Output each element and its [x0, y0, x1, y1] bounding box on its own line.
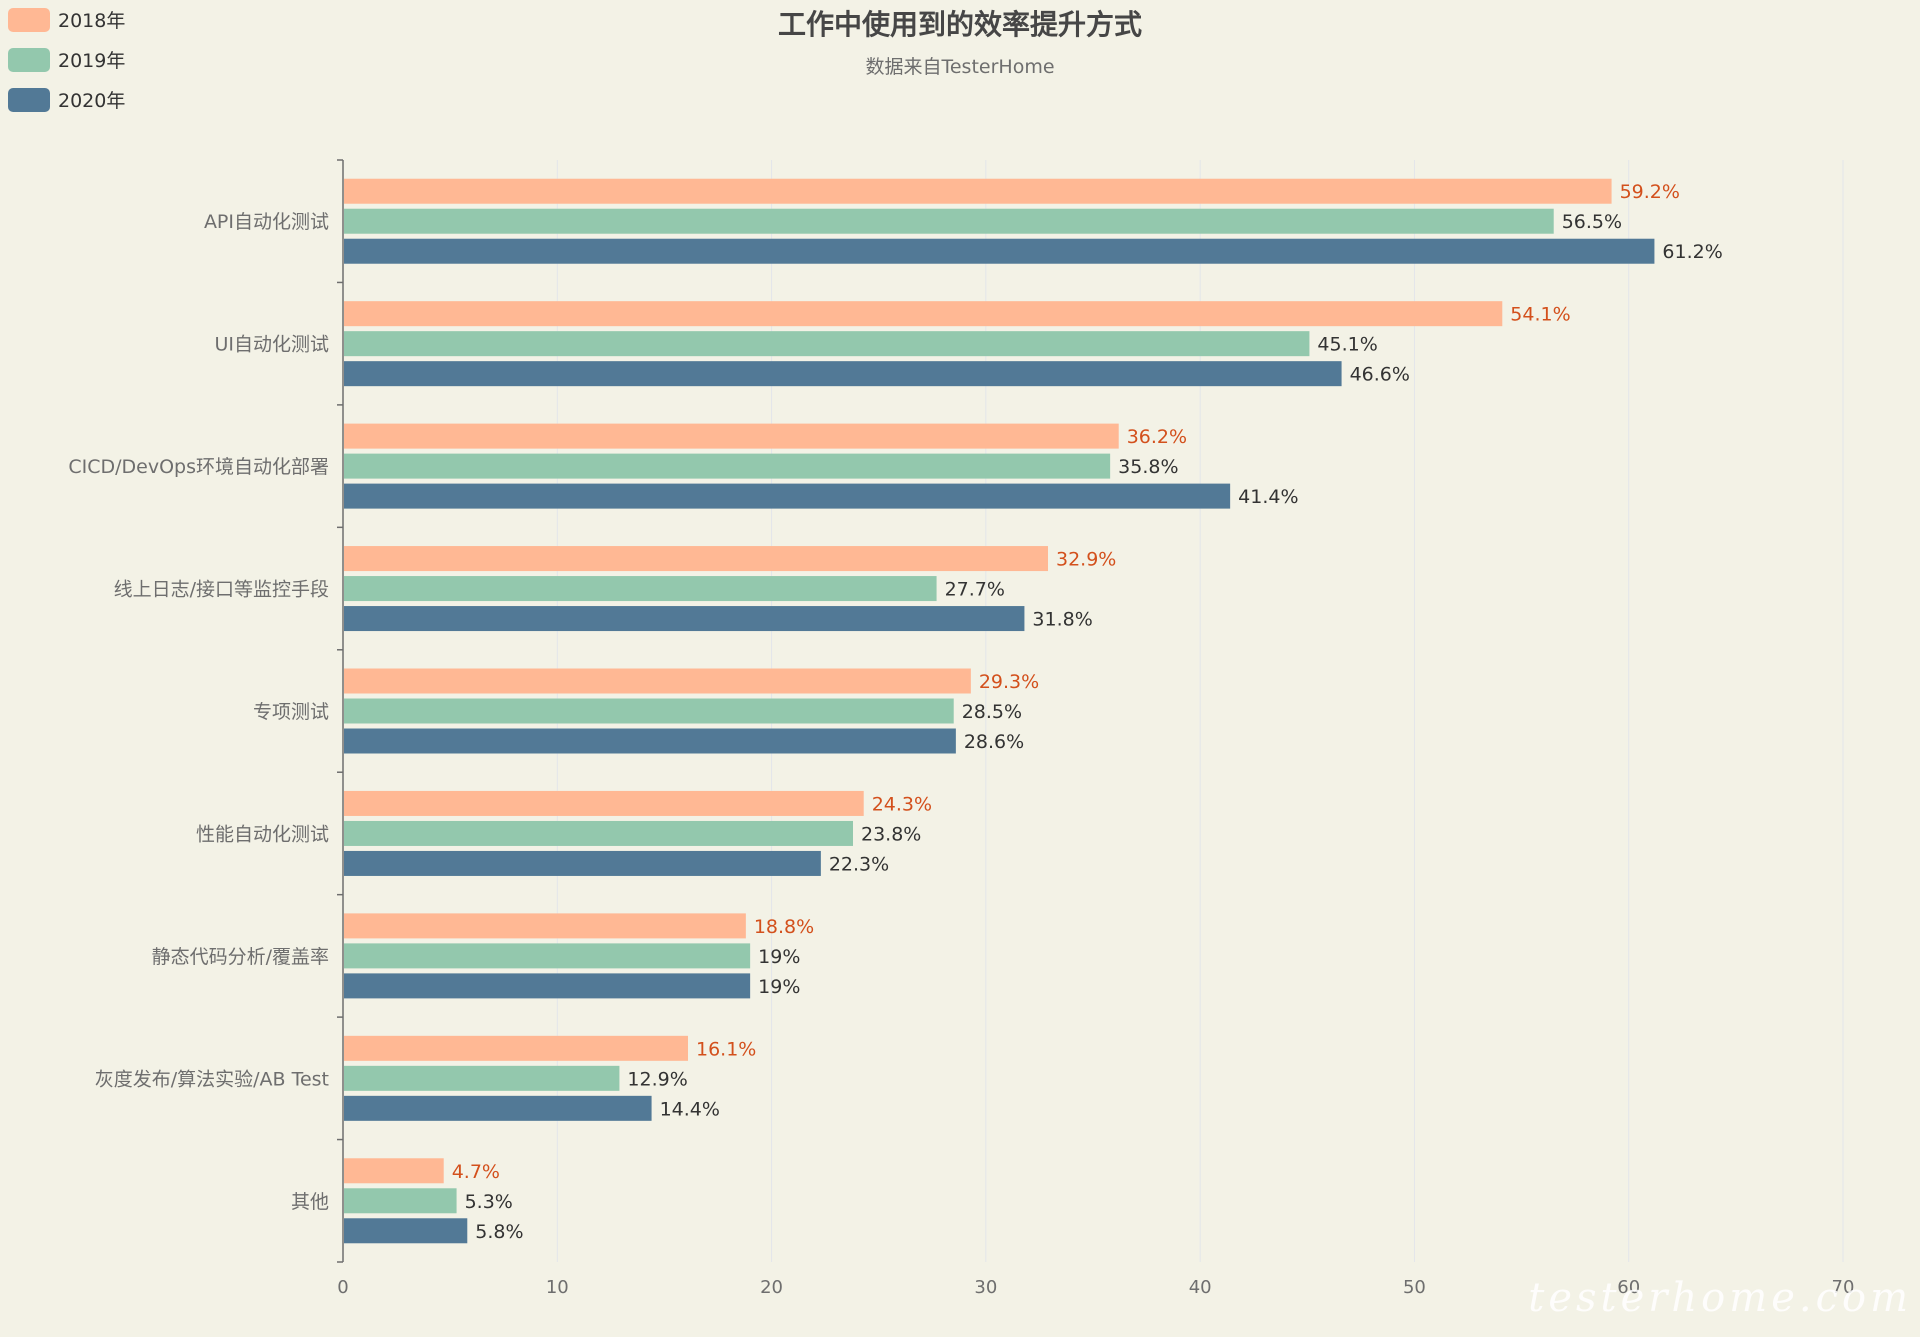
bar-7-1	[344, 913, 746, 939]
bar-3-1	[344, 423, 1119, 449]
value-label-3-2: 35.8%	[1118, 456, 1178, 478]
legend-swatch-1	[8, 8, 50, 32]
bar-4-2	[344, 576, 937, 602]
bar-2-1	[344, 301, 1503, 327]
bar-9-3	[344, 1218, 468, 1244]
category-label-8: 灰度发布/算法实验/AB Test	[95, 1068, 329, 1090]
value-label-5-3: 28.6%	[964, 731, 1024, 753]
category-label-7: 静态代码分析/覆盖率	[152, 946, 329, 968]
value-label-2-3: 46.6%	[1350, 364, 1410, 386]
bar-1-2	[344, 208, 1554, 234]
chart-title: 工作中使用到的效率提升方式	[778, 8, 1142, 41]
legend-swatch-3	[8, 88, 50, 112]
bar-5-1	[344, 668, 971, 694]
value-label-7-1: 18.8%	[754, 916, 814, 938]
chart-subtitle: 数据来自TesterHome	[865, 56, 1054, 78]
bar-5-2	[344, 698, 954, 724]
value-label-6-2: 23.8%	[861, 823, 921, 845]
category-label-1: API自动化测试	[204, 211, 329, 233]
bar-9-1	[344, 1158, 444, 1184]
category-label-4: 线上日志/接口等监控手段	[114, 579, 329, 601]
value-label-9-1: 4.7%	[452, 1161, 500, 1183]
bar-3-3	[344, 483, 1231, 509]
value-label-1-1: 59.2%	[1620, 181, 1680, 203]
category-label-9: 其他	[291, 1191, 329, 1213]
category-label-3: CICD/DevOps环境自动化部署	[68, 456, 329, 478]
bar-4-3	[344, 606, 1025, 632]
value-label-8-3: 14.4%	[660, 1098, 720, 1120]
category-label-5: 专项测试	[253, 701, 329, 723]
bar-6-1	[344, 790, 864, 816]
bar-1-3	[344, 238, 1655, 264]
value-label-6-3: 22.3%	[829, 853, 889, 875]
bar-5-3	[344, 728, 956, 754]
value-label-1-2: 56.5%	[1562, 211, 1622, 233]
value-label-5-2: 28.5%	[962, 701, 1022, 723]
value-label-7-2: 19%	[758, 946, 800, 968]
value-label-3-1: 36.2%	[1127, 426, 1187, 448]
bar-8-1	[344, 1035, 688, 1061]
category-label-2: UI自动化测试	[214, 334, 329, 356]
bar-9-2	[344, 1188, 457, 1214]
axes: 0 10 20 30 40 50 60 70 API自动化测试 UI自动化测试 CICD/DevOp…	[68, 159, 1855, 1298]
x-tick-label-10: 10	[546, 1277, 569, 1298]
legend: 2018年 2019年 2020年	[8, 8, 125, 112]
value-label-7-3: 19%	[758, 976, 800, 998]
bar-2-3	[344, 361, 1342, 387]
bar-6-3	[344, 850, 821, 876]
value-label-4-1: 32.9%	[1056, 549, 1116, 571]
bar-4-1	[344, 546, 1048, 572]
bar-7-3	[344, 973, 751, 999]
value-label-6-1: 24.3%	[872, 793, 932, 815]
value-label-8-1: 16.1%	[696, 1038, 756, 1060]
bar-6-2	[344, 820, 853, 846]
value-label-2-2: 45.1%	[1317, 334, 1377, 356]
x-tick-label-40: 40	[1189, 1277, 1212, 1298]
x-tick-label-0: 0	[337, 1277, 348, 1298]
x-tick-label-30: 30	[974, 1277, 997, 1298]
category-label-6: 性能自动化测试	[196, 823, 329, 845]
x-tick-label-50: 50	[1403, 1277, 1426, 1298]
x-tick-label-60: 60	[1617, 1277, 1640, 1298]
bar-1-1	[344, 178, 1612, 204]
value-label-4-2: 27.7%	[945, 579, 1005, 601]
value-label-8-2: 12.9%	[627, 1068, 687, 1090]
bar-3-2	[344, 453, 1111, 479]
legend-swatch-2	[8, 48, 50, 72]
value-label-3-3: 41.4%	[1238, 486, 1298, 508]
watermark: testerhome.com	[1528, 1275, 1912, 1321]
bar-2-2	[344, 331, 1310, 357]
x-tick-label-70: 70	[1832, 1277, 1855, 1298]
legend-label-1: 2018年	[58, 10, 125, 32]
legend-label-3: 2020年	[58, 90, 125, 112]
bar-8-2	[344, 1065, 620, 1091]
value-label-2-1: 54.1%	[1510, 304, 1570, 326]
bar-7-2	[344, 943, 751, 969]
value-label-9-2: 5.3%	[465, 1191, 513, 1213]
x-tick-label-20: 20	[760, 1277, 783, 1298]
legend-label-2: 2019年	[58, 50, 125, 72]
bar-8-3	[344, 1095, 652, 1121]
value-label-5-1: 29.3%	[979, 671, 1039, 693]
bars: 59.2% 56.5% 61.2% 54.1% 45.1% 46.6% 36.2% 35.8%…	[344, 178, 1723, 1244]
value-label-4-3: 31.8%	[1032, 609, 1092, 631]
value-label-1-3: 61.2%	[1662, 241, 1722, 263]
value-label-9-3: 5.8%	[475, 1221, 523, 1243]
